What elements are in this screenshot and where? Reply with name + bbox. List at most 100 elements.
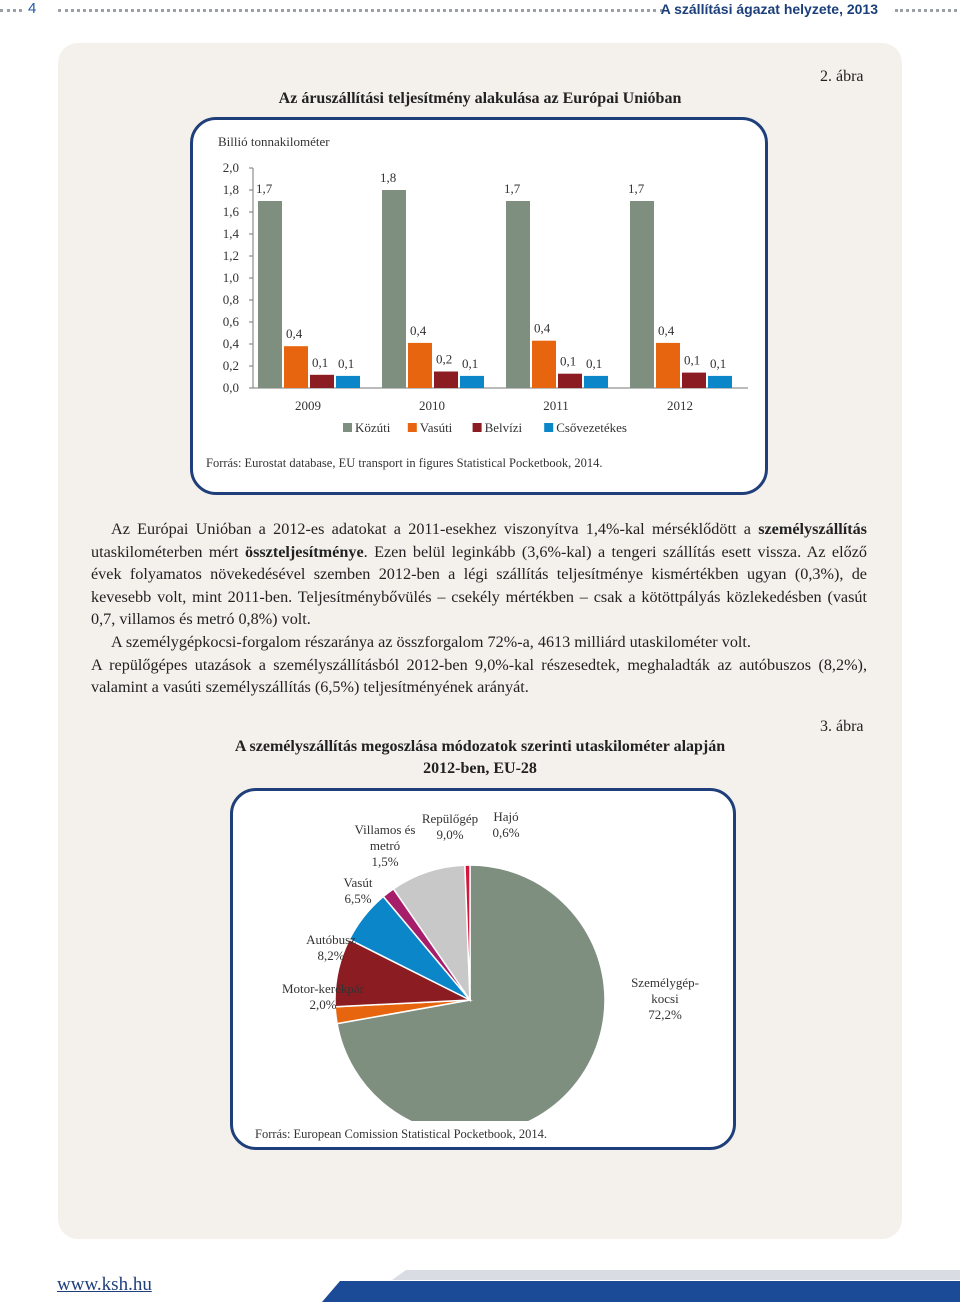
pie-label-line: Személygép- <box>631 975 699 990</box>
x-tick-label: 2009 <box>295 398 321 413</box>
pie-label-line: 8,2% <box>317 948 344 963</box>
bar-közúti-2011 <box>506 201 530 388</box>
bar-value-label: 0,4 <box>410 323 427 338</box>
figure3-source: Forrás: European Comission Statistical P… <box>255 1127 547 1141</box>
y-tick-label: 1,2 <box>223 248 239 263</box>
bar-vasúti-2010 <box>408 342 432 388</box>
bar-vasúti-2011 <box>532 340 556 388</box>
y-tick-label: 0,6 <box>223 314 240 329</box>
legend-swatch <box>544 423 554 432</box>
pie-chart: Személygép-kocsi 72,2% Motor-kerékpár 2,0% A… <box>282 809 699 1121</box>
pie-label-line: 1,5% <box>371 854 398 869</box>
bar-value-label: 0,1 <box>710 356 726 371</box>
pie-label: Vasút 6,5% <box>344 875 373 906</box>
paragraph-1-bold-a: személyszállítás <box>758 520 867 538</box>
y-axis-unit-label: Billió tonnakilométer <box>218 134 330 149</box>
pie-label-line: 0,6% <box>492 825 519 840</box>
bar-közúti-2012 <box>630 201 654 388</box>
pie-label-line: 9,0% <box>436 827 463 842</box>
header-dots-middle <box>58 9 663 12</box>
bar-csővezetékes-2010 <box>460 375 484 388</box>
y-tick-label: 1,6 <box>223 204 240 219</box>
bar-value-label: 1,7 <box>256 181 273 196</box>
pie-slice-személygépkocsi <box>336 864 606 1121</box>
legend-label: Belvízi <box>485 420 523 435</box>
bar-közúti-2009 <box>258 201 282 388</box>
figure3-label: 3. ábra <box>820 718 864 735</box>
paragraph-1-part-c: utaskilométerben mért <box>91 542 245 561</box>
bar-value-label: 1,8 <box>380 170 396 185</box>
pie-label: Motor-kerékpár 2,0% <box>282 981 365 1012</box>
y-tick-label: 0,2 <box>223 358 239 373</box>
bar-csővezetékes-2012 <box>708 375 732 388</box>
pie-label-line: kocsi <box>651 991 679 1006</box>
running-title: A szállítási ágazat helyzete, 2013 <box>660 1 878 17</box>
bar-value-label: 0,1 <box>338 356 354 371</box>
bar-vasúti-2012 <box>656 342 680 388</box>
pie-label-line: Villamos és <box>355 822 416 837</box>
paragraph-1-part-a: Az Európai Unióban a 2012-es adatokat a … <box>111 520 759 538</box>
figure3-title-line2: 2012-ben, EU-28 <box>423 760 537 777</box>
bar-value-label: 0,1 <box>312 355 328 370</box>
header-dots-right <box>895 9 957 12</box>
figure2-title: Az áruszállítási teljesítmény alakulása … <box>278 90 682 107</box>
figure2-label: 2. ábra <box>820 68 864 85</box>
bar-csővezetékes-2009 <box>336 375 360 388</box>
pie-label-line: Vasút <box>344 875 373 890</box>
legend-swatch <box>472 423 482 432</box>
y-tick-label: 1,8 <box>223 182 239 197</box>
header-dots-left <box>0 9 22 12</box>
bar-csővezetékes-2011 <box>584 375 608 388</box>
bar-value-label: 0,2 <box>436 352 452 367</box>
bar-value-label: 0,1 <box>586 356 602 371</box>
x-tick-label: 2011 <box>543 398 569 413</box>
footer-url-link[interactable]: www.ksh.hu <box>57 1274 152 1295</box>
paragraph-1-bold-b: összteljesítménye <box>244 542 364 561</box>
bar-belvízi-2011 <box>558 373 582 388</box>
y-tick-label: 0,4 <box>223 336 240 351</box>
paragraph-1: Az Európai Unióban a 2012-es adatokat a … <box>91 518 867 631</box>
bar-chart: Billió tonnakilométer 0,0 0,2 0,4 0,6 0,8 1,0 1… <box>218 134 748 435</box>
bar-value-label: 0,1 <box>462 356 478 371</box>
bar-value-label: 0,4 <box>534 321 551 336</box>
bar-value-label: 1,7 <box>628 181 645 196</box>
y-tick-label: 1,0 <box>223 270 239 285</box>
footer-decor-strip <box>392 1270 960 1280</box>
paragraph-1-part-e: . Ezen belül leginkább (3,6%-kal) a teng… <box>91 542 867 629</box>
x-tick-label: 2012 <box>667 398 693 413</box>
pie-label: Autóbusz 8,2% <box>306 932 356 963</box>
pie-label-line: Autóbusz <box>306 932 356 947</box>
legend-label: Közúti <box>355 420 391 435</box>
y-tick-label: 0,8 <box>223 292 239 307</box>
x-tick-label: 2010 <box>419 398 445 413</box>
footer-decor-bar <box>322 1281 960 1302</box>
bar-value-label: 0,1 <box>684 353 700 368</box>
bar-belvízi-2012 <box>682 372 706 388</box>
bar-vasúti-2009 <box>284 346 308 388</box>
running-header: 4 A szállítási ágazat helyzete, 2013 <box>0 0 960 20</box>
pie-label-line: Hajó <box>493 809 518 824</box>
pie-label: Személygép-kocsi 72,2% <box>631 975 699 1022</box>
pie-label-line: 72,2% <box>648 1007 682 1022</box>
pie-slice-hajó <box>464 864 471 1001</box>
bar-value-label: 0,4 <box>658 323 675 338</box>
figure3-title-line1: A személyszállítás megoszlása módozatok … <box>234 738 726 755</box>
bar-belvízi-2009 <box>310 374 334 388</box>
paragraph-3: A repülőgépes utazások a személyszállítá… <box>91 655 867 697</box>
pie-label-line: Motor-kerékpár <box>282 981 365 996</box>
pie-label: Villamos és metró 1,5% <box>355 822 416 869</box>
bar-value-label: 1,7 <box>504 181 521 196</box>
pie-label-line: metró <box>370 838 400 853</box>
bar-belvízi-2010 <box>434 371 458 388</box>
figure2-source: Forrás: Eurostat database, EU transport … <box>206 456 603 470</box>
paragraph-2: A személygépkocsi-forgalom részaránya az… <box>111 632 751 651</box>
pie-label: Repülőgép 9,0% <box>422 811 478 842</box>
y-tick-label: 1,4 <box>223 226 240 241</box>
legend-swatch <box>343 423 352 432</box>
y-tick-label: 2,0 <box>223 160 239 175</box>
body-text: Az Európai Unióban a 2012-es adatokat a … <box>91 518 867 699</box>
page-number: 4 <box>28 0 37 17</box>
legend-label: Vasúti <box>420 420 453 435</box>
pie-label-line: Repülőgép <box>422 811 478 826</box>
bar-value-label: 0,4 <box>286 326 303 341</box>
